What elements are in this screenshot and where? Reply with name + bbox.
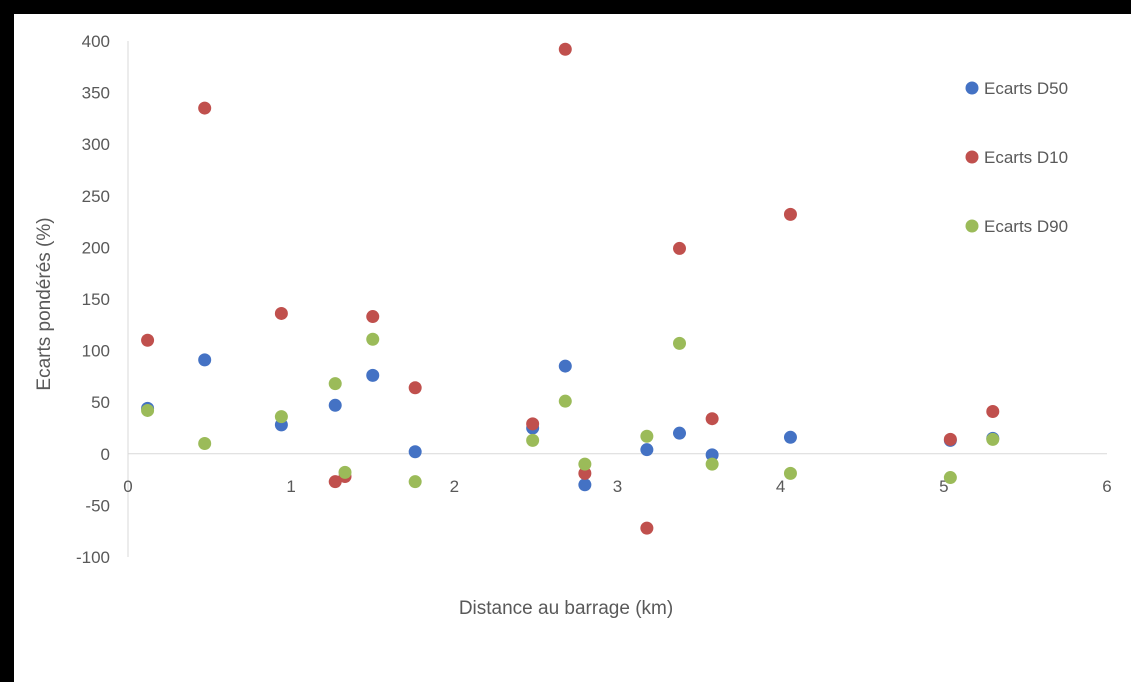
data-point [366,368,380,382]
data-point [328,377,342,391]
data-point [558,42,572,56]
data-point [526,433,540,447]
y-tick-label: 300 [82,135,110,154]
data-point [274,410,288,424]
x-tick-label: 4 [776,477,785,496]
data-point [705,448,719,462]
data-point [943,432,957,446]
y-tick-label: 0 [101,445,110,464]
data-point [640,443,654,457]
data-point [558,394,572,408]
legend-label: Ecarts D50 [984,79,1068,98]
data-point [578,466,592,480]
data-point [783,466,797,480]
x-axis-title: Distance au barrage (km) [459,598,673,619]
data-points [141,42,1000,535]
data-point [198,436,212,450]
data-point [274,306,288,320]
data-point [328,475,342,489]
x-tick-label: 0 [123,477,132,496]
data-point [526,417,540,431]
data-point [673,426,687,440]
data-point [141,403,155,417]
data-point [673,241,687,255]
series-ecarts-d10 [141,42,1000,535]
series-ecarts-d90 [141,332,1000,489]
data-point [783,207,797,221]
x-tick-label: 1 [286,477,295,496]
data-point [673,336,687,350]
x-tick-labels: 0 1 2 3 4 5 6 [123,477,1111,496]
legend-marker [965,81,979,95]
y-tick-label: 250 [82,187,110,206]
data-point [558,359,572,373]
data-point [338,465,352,479]
series-ecarts-d50 [141,353,1000,492]
data-point [578,478,592,492]
y-tick-label: 50 [91,393,110,412]
y-tick-labels: 400 350 300 250 200 150 100 50 0 -50 -100 [76,32,110,567]
data-point [198,101,212,115]
data-point [198,353,212,367]
data-point [640,429,654,443]
y-axis-title: Ecarts pondérés (%) [34,217,55,390]
legend-marker [965,219,979,233]
y-tick-label: -50 [85,496,110,515]
data-point [408,475,422,489]
x-tick-label: 6 [1102,477,1111,496]
legend-marker [965,150,979,164]
data-point [408,381,422,395]
data-point [408,445,422,459]
x-tick-label: 2 [450,477,459,496]
data-point [640,521,654,535]
data-point [328,398,342,412]
data-point [366,332,380,346]
data-point [986,404,1000,418]
y-tick-label: 350 [82,84,110,103]
y-tick-label: 100 [82,342,110,361]
data-point [986,432,1000,446]
legend-label: Ecarts D10 [984,148,1068,167]
x-tick-label: 5 [939,477,948,496]
x-tick-label: 3 [613,477,622,496]
y-tick-label: 400 [82,32,110,51]
data-point [783,430,797,444]
data-point [705,457,719,471]
legend: Ecarts D50 Ecarts D10 Ecarts D90 [965,79,1068,236]
y-tick-label: 200 [82,238,110,257]
data-point [705,412,719,426]
legend-label: Ecarts D90 [984,217,1068,236]
y-tick-label: -100 [76,548,110,567]
data-point [366,310,380,324]
data-point [578,457,592,471]
y-tick-label: 150 [82,290,110,309]
data-point [141,333,155,347]
data-point [943,471,957,485]
